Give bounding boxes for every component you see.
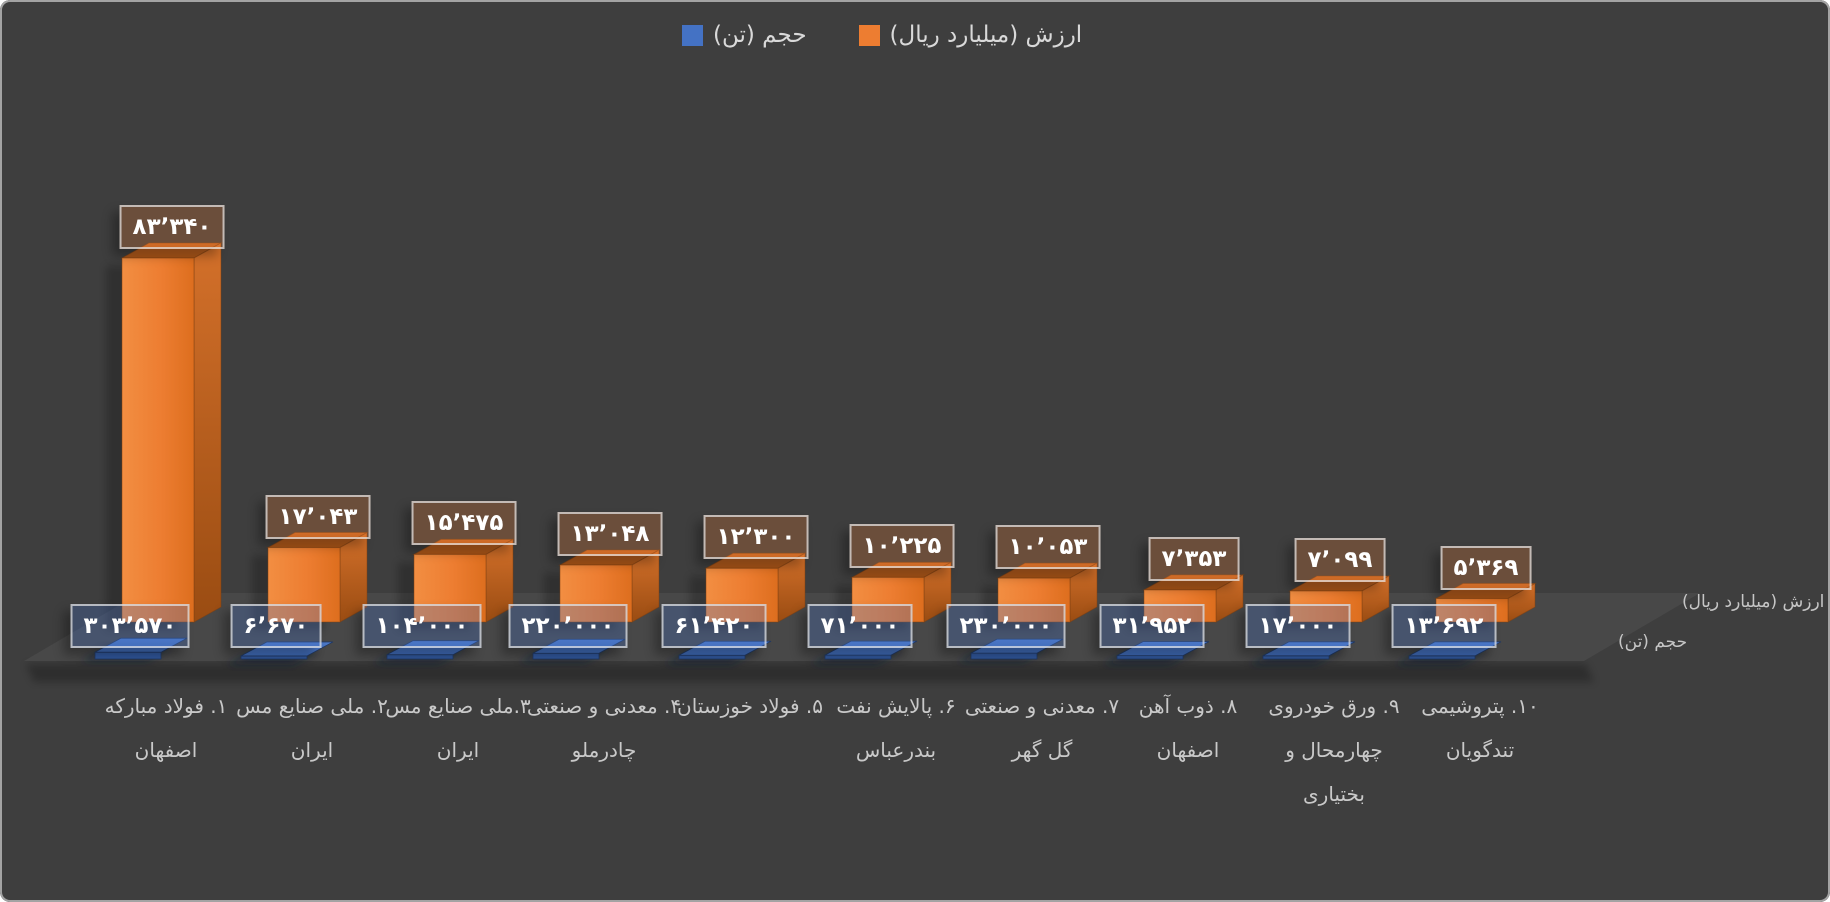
bar-volume-6 — [811, 640, 918, 665]
bar-value-6 — [836, 561, 953, 630]
legend-item-volume: حجم (تن) — [682, 22, 807, 48]
floor-shadow — [26, 664, 1594, 682]
legend-item-value: ارزش (میلیارد ریال) — [858, 22, 1083, 48]
bar-volume-8 — [1103, 641, 1210, 665]
bar-value-1 — [106, 242, 223, 630]
volume-series-swatch-icon — [682, 24, 703, 46]
bar-value-10 — [1420, 582, 1537, 630]
bar-value-7 — [982, 562, 1099, 630]
bar-value-3 — [398, 538, 515, 630]
volume-axis-title: حجم (تن) — [1618, 632, 1688, 652]
bar-value-5 — [690, 552, 807, 630]
legend-label-value: ارزش (میلیارد ریال) — [889, 22, 1083, 48]
bar-volume-10 — [1395, 641, 1502, 665]
bar-value-2 — [252, 531, 369, 630]
bar-volume-5 — [665, 640, 772, 665]
value-axis-title: ارزش (میلیارد ریال) — [1682, 592, 1825, 612]
legend-label-volume: حجم (تن) — [713, 22, 807, 48]
bar-value-4 — [544, 549, 661, 630]
bar-volume-3 — [373, 640, 480, 664]
bar-volume-1 — [81, 637, 188, 662]
bar-volume-2 — [227, 641, 334, 665]
value-series-swatch-icon — [858, 24, 880, 46]
legend: حجم (تن) ارزش (میلیارد ریال) — [682, 22, 1082, 48]
